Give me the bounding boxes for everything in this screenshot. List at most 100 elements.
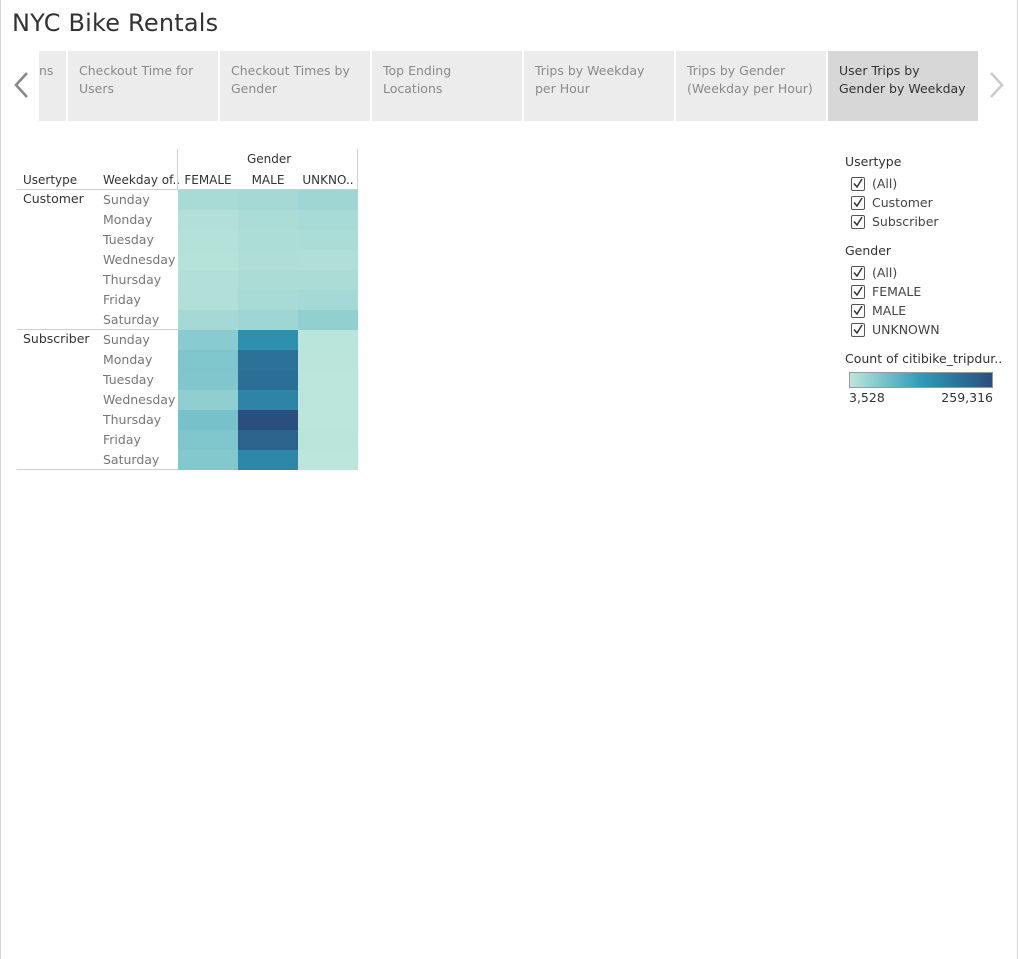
tab-label: Trips by Gender (Weekday per Hour) [687,63,813,96]
heatmap-cell[interactable] [238,430,298,450]
tab-trips-gender-weekday-hour[interactable]: Trips by Gender (Weekday per Hour) [676,51,826,121]
weekday-label: Saturday [103,312,160,327]
heatmap-cell[interactable] [178,190,238,210]
heatmap-cell[interactable] [238,290,298,310]
heatmap-cell[interactable] [238,270,298,290]
checkbox-icon[interactable] [851,215,865,229]
heatmap-cell[interactable] [178,270,238,290]
heatmap-cell[interactable] [298,270,358,290]
usertype-label-subscriber: Subscriber [23,331,90,346]
story-tab-strip: ns Checkout Time for Users Checkout Time… [39,51,978,121]
heatmap-cell[interactable] [178,370,238,390]
heatmap-cell[interactable] [238,190,298,210]
heatmap-cell[interactable] [298,290,358,310]
color-legend-min: 3,528 [849,390,885,405]
heatmap-cell[interactable] [238,310,298,330]
tab-checkout-times-gender[interactable]: Checkout Times by Gender [220,51,370,121]
heatmap-cell[interactable] [298,370,358,390]
heatmap-cell[interactable] [238,350,298,370]
checkbox-icon[interactable] [851,266,865,280]
heatmap-cell[interactable] [298,310,358,330]
header-bottom-line [17,189,358,190]
filter-item-label: (All) [872,265,898,280]
heatmap-cell[interactable] [298,250,358,270]
tab-divider [218,51,220,121]
filter-item-label: FEMALE [872,284,922,299]
heatmap-cell[interactable] [178,230,238,250]
heatmap-cell[interactable] [178,210,238,230]
heatmap-cell[interactable] [298,450,358,470]
tab-partial[interactable]: ns [39,51,66,121]
heatmap-cell[interactable] [178,290,238,310]
chevron-right-icon[interactable] [985,70,1007,100]
tab-divider [826,51,828,121]
filter-item-label: UNKNOWN [872,322,940,337]
heatmap-cell[interactable] [238,330,298,350]
heatmap-cell[interactable] [238,250,298,270]
weekday-label: Sunday [103,192,150,207]
heatmap-cell[interactable] [238,450,298,470]
heatmap-cell[interactable] [238,390,298,410]
weekday-label: Wednesday [103,392,176,407]
tab-label: User Trips by Gender by Weekday [839,63,966,96]
usertype-label-customer: Customer [23,191,84,206]
tab-label: Top Ending Locations [383,63,452,96]
weekday-column-header: Weekday of.. [103,173,181,187]
checkbox-icon[interactable] [851,304,865,318]
weekday-label: Tuesday [103,232,154,247]
heatmap-cell[interactable] [298,190,358,210]
heatmap-cell[interactable] [238,230,298,250]
heatmap-cell[interactable] [298,350,358,370]
column-header-male: MALE [251,173,285,187]
filter-item-label: MALE [872,303,907,318]
weekday-label: Friday [103,432,141,447]
filter-item-label: Customer [872,195,933,210]
heatmap-cell[interactable] [298,330,358,350]
page-title: NYC Bike Rentals [12,9,219,37]
heatmap-cell[interactable] [238,210,298,230]
heatmap-cell[interactable] [298,390,358,410]
tab-divider [522,51,524,121]
checkbox-icon[interactable] [851,196,865,210]
heatmap-cell[interactable] [178,390,238,410]
tab-divider [370,51,372,121]
heatmap-cell[interactable] [178,450,238,470]
heatmap-cell[interactable] [178,430,238,450]
checkbox-icon[interactable] [851,285,865,299]
tab-label: Checkout Times by Gender [231,63,350,96]
heatmap-cell[interactable] [298,430,358,450]
tab-checkout-time-users[interactable]: Checkout Time for Users [68,51,218,121]
tab-trips-weekday-hour[interactable]: Trips by Weekday per Hour [524,51,674,121]
weekday-label: Monday [103,212,153,227]
checkbox-icon[interactable] [851,323,865,337]
filter-item-label: Subscriber [872,214,939,229]
weekday-label: Thursday [103,412,162,427]
heatmap-cell[interactable] [238,410,298,430]
chevron-left-icon[interactable] [11,70,33,100]
tab-label: Trips by Weekday per Hour [535,63,645,96]
weekday-label: Saturday [103,452,160,467]
heatmap-cell[interactable] [178,410,238,430]
column-header-unknown: UNKNO.. [302,173,354,187]
heatmap-cell[interactable] [298,410,358,430]
weekday-label: Friday [103,292,141,307]
checkbox-icon[interactable] [851,177,865,191]
usertype-filter-title: Usertype [845,154,902,169]
color-legend-max: 259,316 [941,390,993,405]
heatmap-cell[interactable] [238,370,298,390]
heatmap-cell[interactable] [178,310,238,330]
tab-top-ending-locations[interactable]: Top Ending Locations [372,51,522,121]
weekday-label: Sunday [103,332,150,347]
tab-divider [674,51,676,121]
heatmap-cell[interactable] [178,330,238,350]
heatmap-cell[interactable] [178,250,238,270]
gender-column-group-header: Gender [247,152,292,166]
heatmap-cell[interactable] [178,350,238,370]
tab-label: Checkout Time for Users [79,63,194,96]
heatmap-cell[interactable] [298,210,358,230]
tab-user-trips-gender-weekday[interactable]: User Trips by Gender by Weekday [828,51,978,121]
header-divider-left [177,149,178,189]
gender-filter-title: Gender [845,243,892,258]
color-legend-gradient [849,372,993,388]
heatmap-cell[interactable] [298,230,358,250]
